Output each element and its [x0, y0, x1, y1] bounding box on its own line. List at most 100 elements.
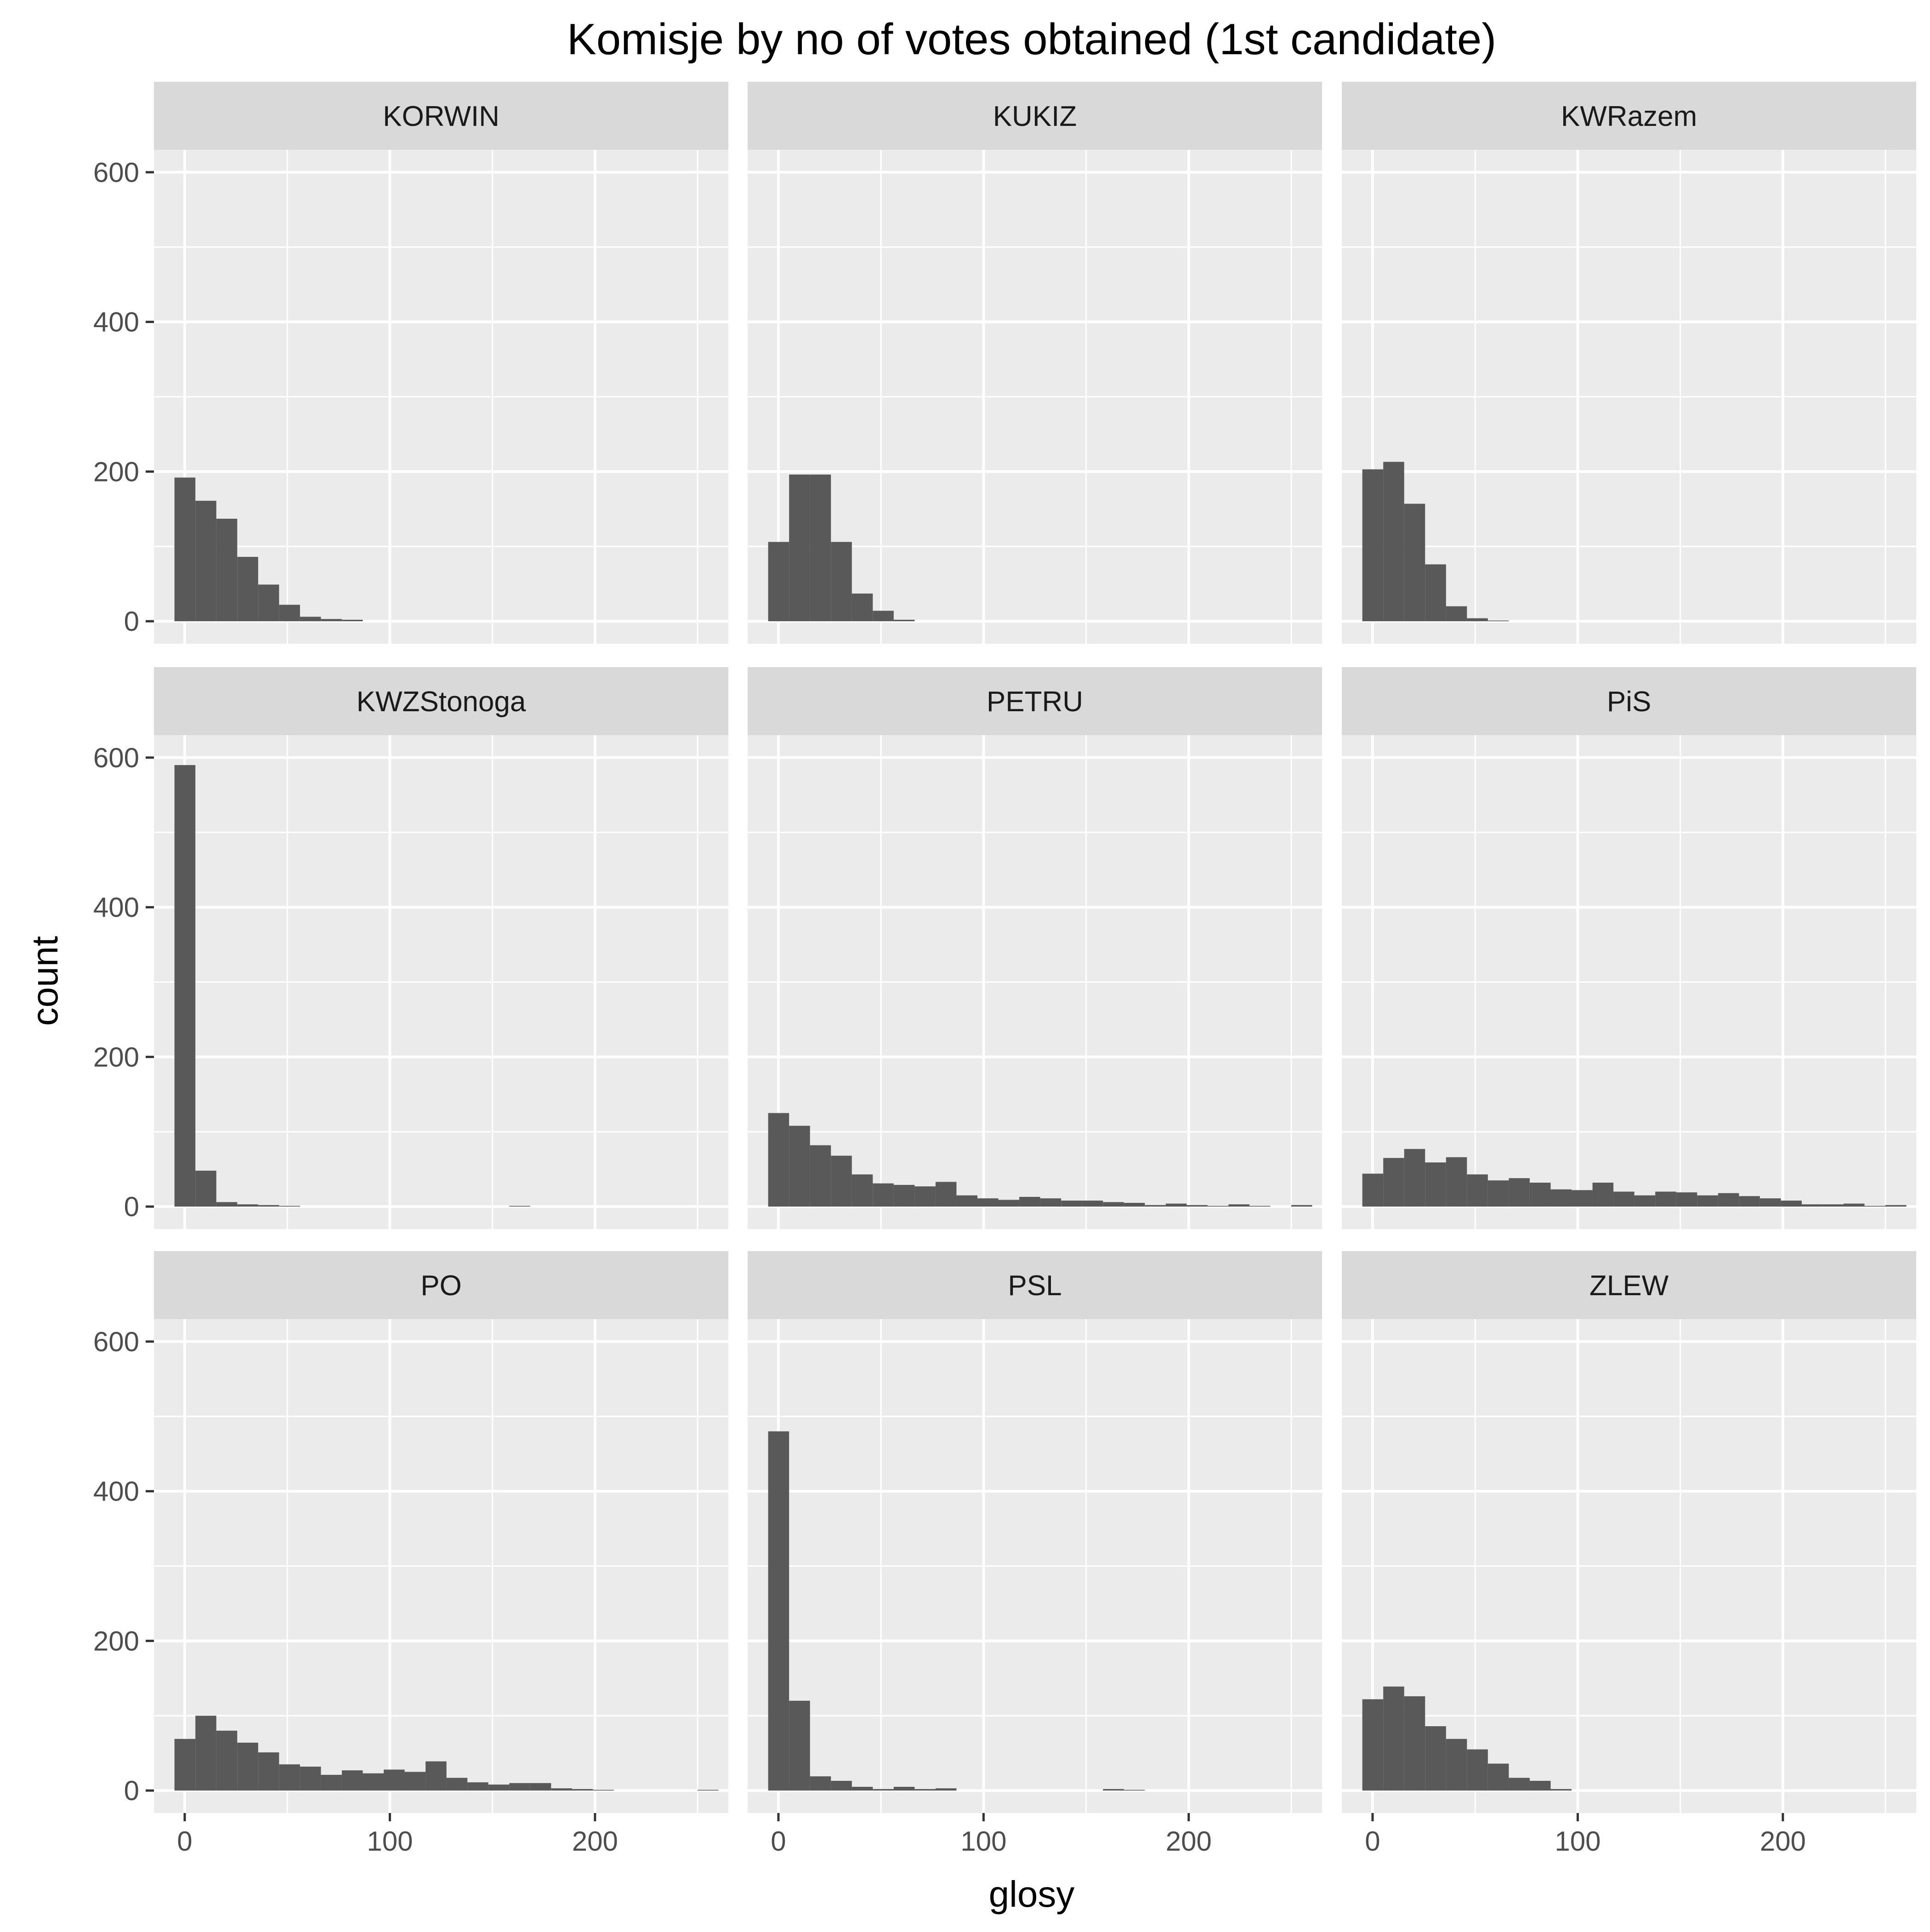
facet-strip	[748, 667, 1322, 735]
facet-panel-zlew: ZLEW 0 100 200	[1342, 1251, 1916, 1857]
histogram-bar	[174, 1739, 196, 1791]
histogram-bar	[195, 1716, 216, 1791]
histogram-bar	[1739, 1196, 1760, 1207]
histogram-bar	[509, 1206, 530, 1207]
histogram-bar	[851, 1174, 873, 1207]
histogram-bar	[1425, 1726, 1446, 1791]
y-tick-label: 400	[93, 1476, 139, 1507]
histogram-bar	[1676, 1192, 1697, 1207]
histogram-bar	[1124, 1790, 1145, 1791]
histogram-bar	[998, 1200, 1020, 1207]
histogram-bar	[1103, 1789, 1124, 1791]
histogram-bar	[593, 1790, 614, 1791]
histogram-bar	[1446, 606, 1467, 622]
histogram-bar	[893, 619, 915, 622]
facet-strip-label: ZLEW	[1589, 1270, 1669, 1302]
histogram-bar	[789, 1700, 810, 1791]
y-axis-title: count	[24, 936, 65, 1026]
histogram-bar	[893, 1184, 915, 1207]
histogram-bar	[1207, 1206, 1229, 1207]
y-tick-label: 600	[93, 742, 139, 773]
histogram-bar	[174, 765, 196, 1207]
histogram-bar	[1822, 1204, 1844, 1207]
facet-strip	[1342, 82, 1916, 150]
facet-strip-label: PSL	[1008, 1270, 1062, 1302]
facet-strip-label: PiS	[1607, 686, 1651, 718]
histogram-bar	[341, 1770, 363, 1791]
histogram-bar	[1404, 504, 1425, 622]
facet-strip	[1342, 1251, 1916, 1319]
histogram-bar	[873, 1183, 894, 1207]
facet-strip-label: PETRU	[987, 686, 1083, 718]
x-tick-label: 0	[177, 1826, 192, 1857]
histogram-bar	[1103, 1202, 1124, 1207]
facet-strip-label: KWZStonoga	[357, 686, 526, 718]
histogram-bar	[446, 1778, 468, 1791]
histogram-bar	[1425, 1162, 1446, 1207]
histogram-bar	[237, 1204, 258, 1207]
histogram-bar	[321, 1774, 342, 1791]
x-tick-label: 100	[960, 1826, 1006, 1857]
histogram-bar	[341, 619, 363, 622]
histogram-bar	[1487, 1180, 1509, 1207]
histogram-bar	[384, 1769, 405, 1791]
x-tick-label: 200	[1166, 1826, 1212, 1857]
x-axis-title: glosy	[989, 1874, 1075, 1915]
histogram-bar	[530, 1783, 551, 1791]
histogram-bar	[1467, 1749, 1488, 1791]
chart-title: Komisje by no of votes obtained (1st can…	[567, 15, 1497, 64]
facet-strip	[1342, 667, 1916, 735]
facet-strip-label: KORWIN	[383, 101, 500, 132]
histogram-bar	[195, 500, 216, 622]
facet-panel-kwrazem: KWRazem	[1342, 82, 1916, 644]
histogram-bar	[1697, 1195, 1718, 1207]
histogram-bar	[1082, 1201, 1103, 1207]
histogram-bar	[258, 1205, 279, 1207]
histogram-bar	[300, 617, 321, 622]
histogram-bar	[1249, 1206, 1271, 1207]
histogram-bar	[1019, 1196, 1040, 1207]
histogram-bar	[873, 1789, 894, 1791]
histogram-bar	[768, 542, 789, 622]
histogram-bar	[810, 474, 831, 622]
histogram-bar	[1655, 1191, 1676, 1207]
facet-panel-kwzstonoga: KWZStonoga 0 200 400 600	[93, 667, 728, 1229]
histogram-bar	[216, 1202, 238, 1207]
y-tick-label: 400	[93, 307, 139, 338]
y-tick-label: 400	[93, 892, 139, 923]
histogram-bar	[789, 1126, 810, 1207]
facet-panel-kukiz: KUKIZ	[748, 82, 1322, 644]
histogram-bar	[698, 1790, 719, 1791]
facet-strip	[154, 82, 728, 150]
x-tick-label: 200	[1760, 1826, 1806, 1857]
histogram-bar	[321, 619, 342, 622]
histogram-bar	[174, 477, 196, 622]
histogram-bar	[1404, 1149, 1425, 1207]
facet-panels: KORWIN 0 200 400 600 KUKIZ KWRazem KWZStonoga 0 2…	[93, 82, 1916, 1857]
histogram-bar	[1550, 1189, 1572, 1207]
facet-strip	[154, 667, 728, 735]
histogram-bar	[851, 1786, 873, 1791]
histogram-bar	[551, 1788, 572, 1791]
histogram-bar	[1781, 1201, 1802, 1207]
histogram-bar	[831, 1780, 852, 1791]
facet-panel-korwin: KORWIN 0 200 400 600	[93, 82, 728, 644]
histogram-bar	[363, 1773, 384, 1791]
y-tick-label: 200	[93, 1042, 139, 1072]
histogram-bar	[1404, 1696, 1425, 1791]
histogram-bar	[1061, 1201, 1082, 1207]
histogram-bar	[935, 1788, 957, 1791]
histogram-bar	[404, 1772, 426, 1791]
histogram-bar	[1550, 1789, 1572, 1791]
histogram-bar	[1487, 1763, 1509, 1791]
histogram-bar	[956, 1195, 977, 1207]
x-tick-label: 0	[771, 1826, 786, 1857]
histogram-bar	[1446, 1157, 1467, 1207]
histogram-bar	[509, 1783, 530, 1791]
histogram-bar	[1040, 1198, 1062, 1207]
histogram-bar	[1165, 1203, 1187, 1207]
histogram-bar	[279, 605, 300, 622]
histogram-bar	[1383, 1158, 1404, 1207]
